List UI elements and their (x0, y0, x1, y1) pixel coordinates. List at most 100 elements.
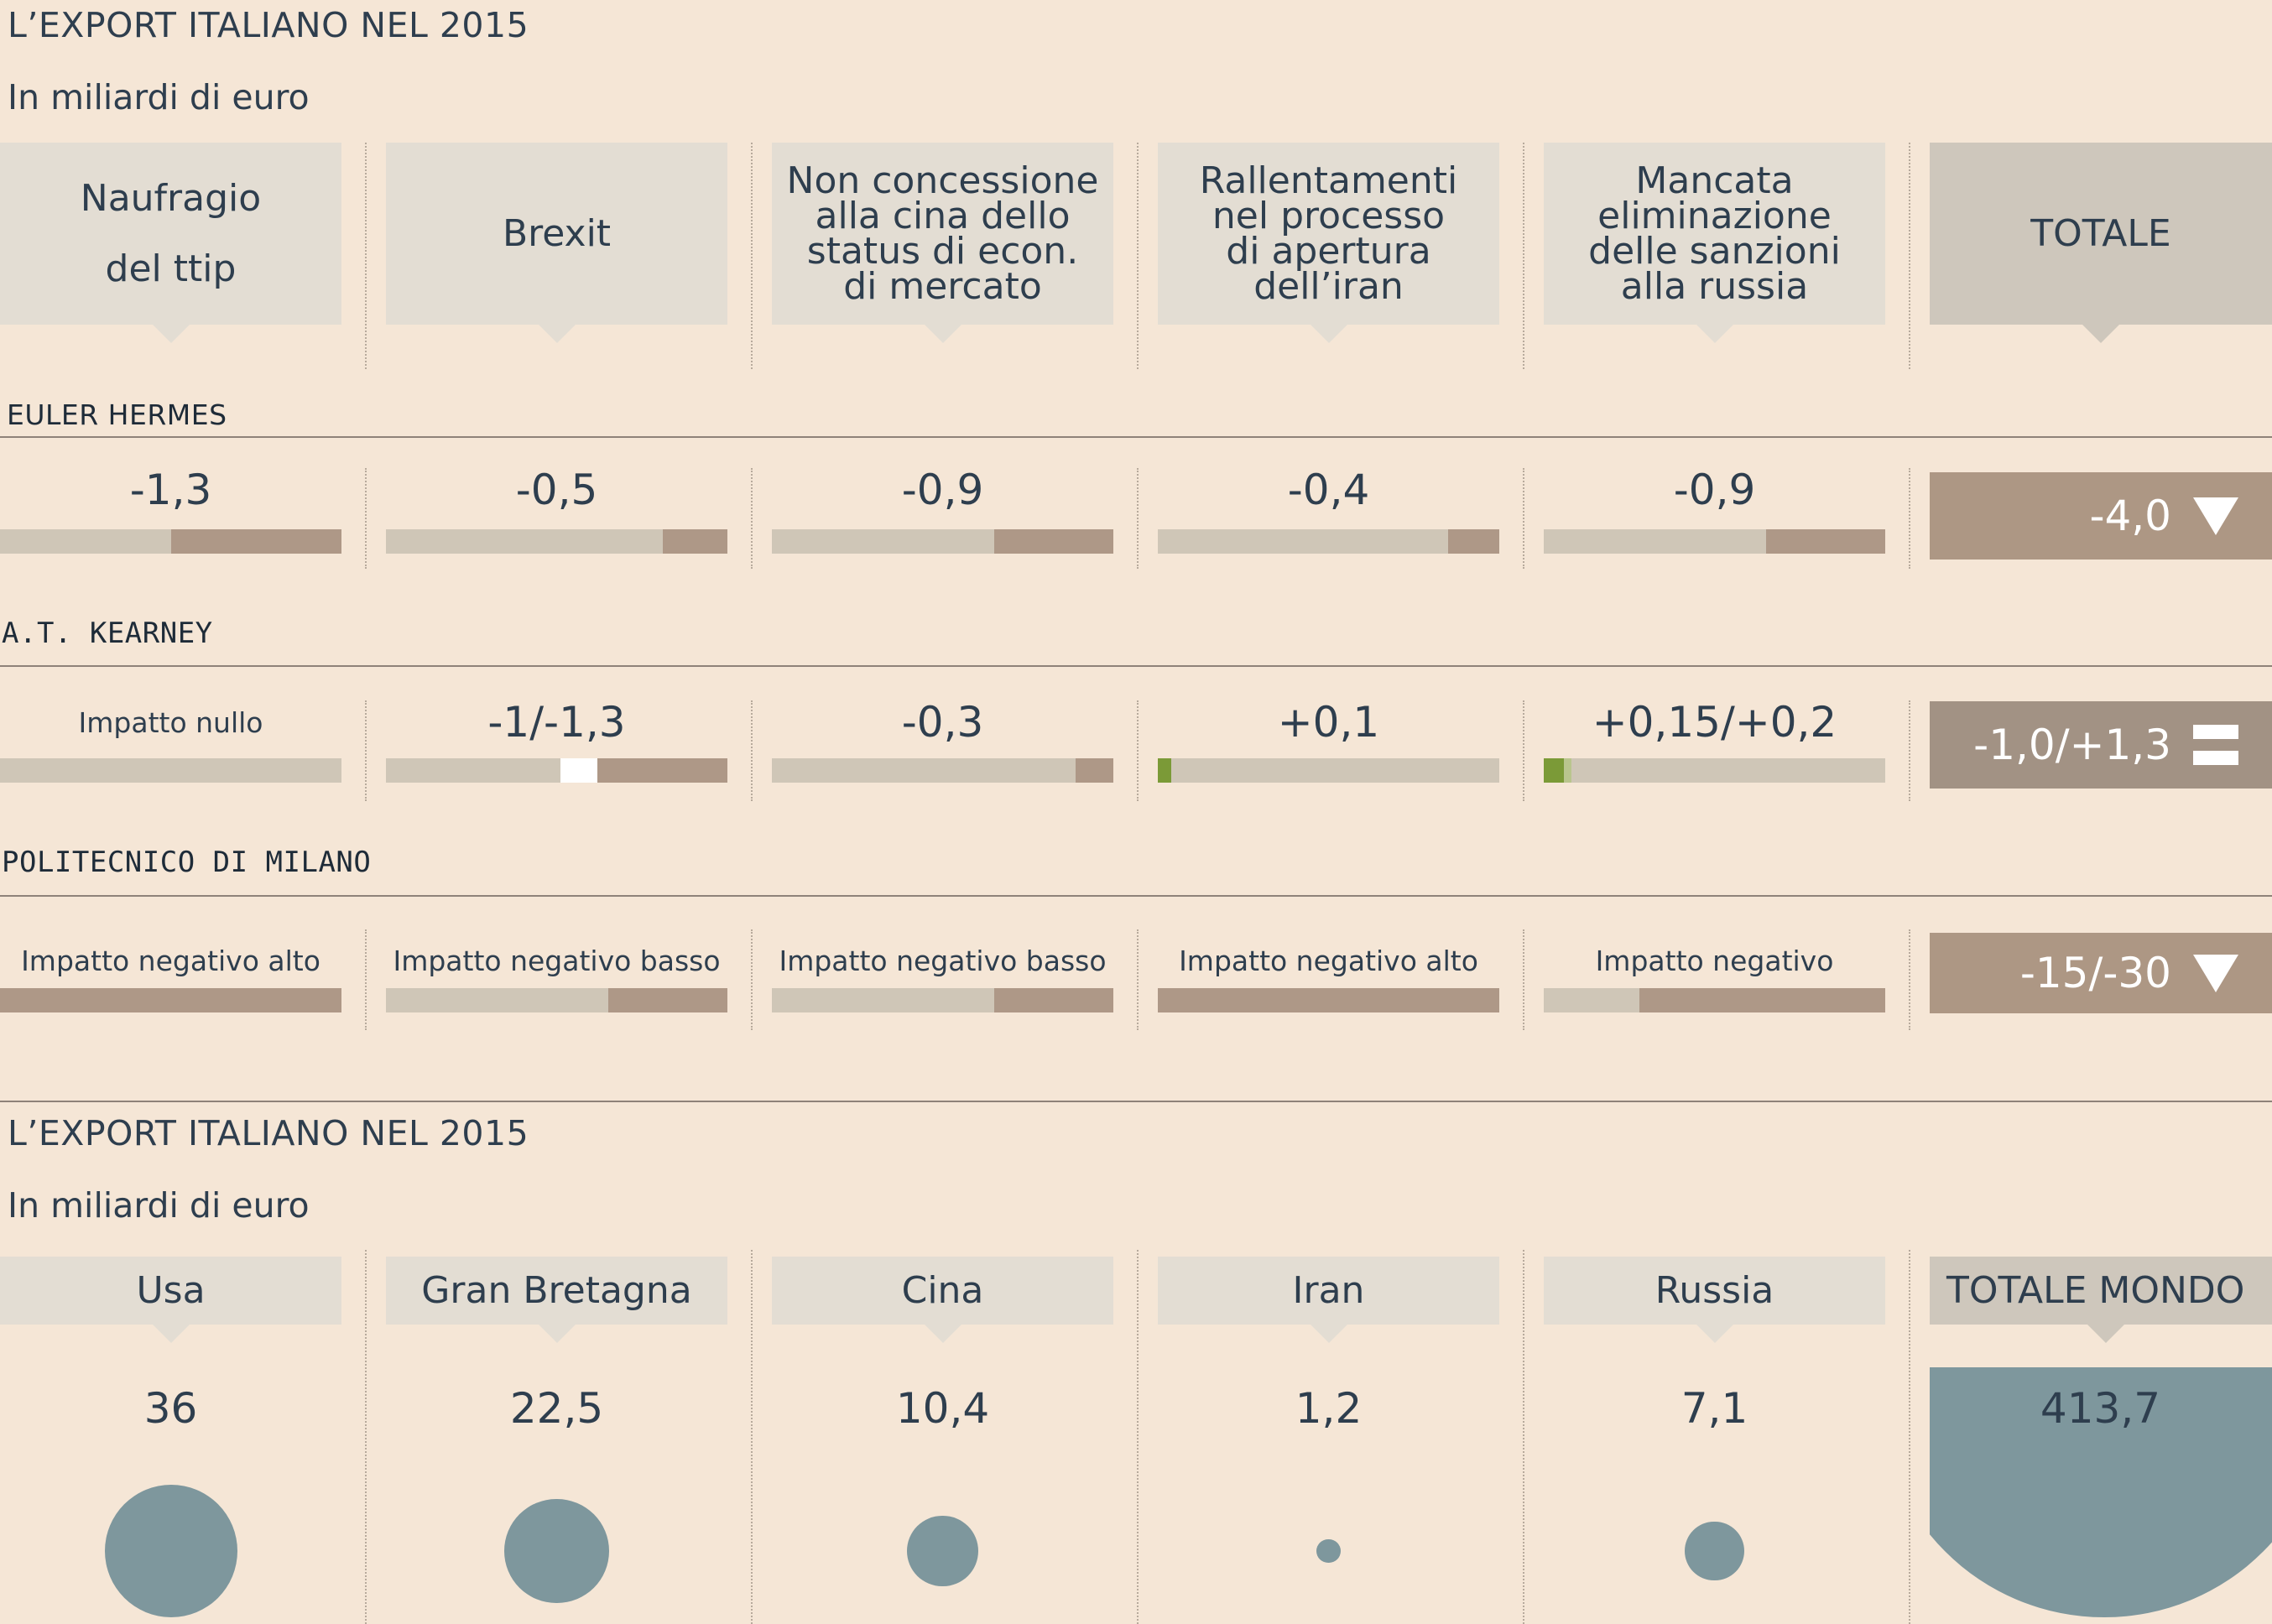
country-header: Gran Bretagna (386, 1257, 727, 1343)
row-divider (0, 895, 2272, 897)
impact-bar (1544, 988, 1885, 1012)
column-divider (751, 700, 753, 801)
negative-fill (1158, 988, 1499, 1012)
total-box: -4,0 (1930, 472, 2272, 560)
impact-bar (0, 529, 341, 554)
export-value: 22,5 (509, 1384, 604, 1433)
country-header: Cina (772, 1257, 1113, 1343)
total-header: TOTALE (1930, 143, 2272, 343)
impact-value: -0,4 (1287, 466, 1370, 514)
header-label: Rallentamenti nel processo di apertura dell… (1199, 159, 1458, 308)
impact-value: Impatto negativo basso (393, 945, 721, 977)
total-bubble-clip (1930, 1367, 2272, 1617)
negative-fill (662, 529, 727, 554)
impact-bar (0, 758, 341, 783)
export-bubble (504, 1498, 609, 1604)
header-label: Naufragio del ttip (80, 176, 262, 290)
impact-value: -1,3 (129, 466, 212, 514)
column-divider (751, 468, 753, 569)
total-header: TOTALE MONDO (1930, 1257, 2272, 1343)
scenario-header: Non concessione alla cina dello status di … (772, 143, 1113, 343)
impact-bar (1544, 758, 1885, 783)
column-divider (1523, 143, 1524, 369)
impact-value: -1/-1,3 (487, 698, 626, 747)
column-divider (751, 1250, 753, 1624)
column-divider (1523, 468, 1524, 569)
impact-bar (772, 529, 1113, 554)
impact-value: Impatto negativo alto (21, 945, 320, 977)
impact-value: Impatto negativo alto (1179, 945, 1478, 977)
export-bubble (104, 1485, 237, 1617)
impact-value: Impatto nullo (78, 706, 263, 739)
scenario-header: Rallentamenti nel processo di apertura dell… (1158, 143, 1499, 343)
negative-fill (1076, 758, 1113, 783)
impact-bar (772, 758, 1113, 783)
column-divider (365, 468, 367, 569)
uncertain-fill (560, 758, 598, 783)
column-divider (365, 143, 367, 369)
scenario-header: Brexit (386, 143, 727, 343)
total-box: -15/-30 (1930, 933, 2272, 1013)
country-header: Russia (1544, 1257, 1885, 1343)
export-value: 10,4 (895, 1384, 990, 1433)
column-divider (1137, 929, 1139, 1030)
column-divider (1523, 929, 1524, 1030)
impact-value: -0,9 (901, 466, 984, 514)
negative-fill (607, 988, 727, 1012)
source-label: POLITECNICO DI MILANO (2, 846, 372, 879)
impact-value: Impatto negativo (1595, 945, 1834, 977)
equals-icon (2193, 725, 2238, 765)
column-divider (751, 143, 753, 369)
negative-fill (993, 529, 1113, 554)
impact-bar (1158, 758, 1499, 783)
column-divider (365, 1250, 367, 1624)
positive-fill (1544, 758, 1565, 783)
source-label: A.T. KEARNEY (2, 617, 213, 650)
export-value: 1,2 (1295, 1384, 1363, 1433)
column-divider (1909, 468, 1910, 569)
section-divider (0, 1101, 2272, 1102)
country-header: Iran (1158, 1257, 1499, 1343)
negative-fill (170, 529, 341, 554)
export-bubble (1685, 1521, 1744, 1581)
country-header: Usa (0, 1257, 341, 1343)
header-label: TOTALE (2030, 211, 2171, 255)
row-divider (0, 436, 2272, 438)
scenario-header: Naufragio del ttip (0, 143, 341, 343)
column-divider (1523, 1250, 1524, 1624)
row-divider (0, 665, 2272, 667)
column-divider (365, 929, 367, 1030)
source-label: EULER HERMES (7, 398, 227, 431)
impact-value: -0,9 (1673, 466, 1756, 514)
total-value: -15/-30 (2019, 949, 2171, 997)
column-divider (1137, 700, 1139, 801)
header-label: Brexit (502, 211, 612, 255)
column-divider (1909, 929, 1910, 1030)
negative-fill (1639, 988, 1885, 1012)
impact-bar (1158, 529, 1499, 554)
down-arrow-icon (2193, 954, 2238, 992)
impact-bar (386, 758, 727, 783)
column-divider (365, 700, 367, 801)
bottom-title: L’EXPORT ITALIANO NEL 2015 (8, 1113, 529, 1153)
column-divider (1137, 143, 1139, 369)
total-value: -4,0 (2089, 492, 2171, 540)
down-arrow-icon (2193, 497, 2238, 535)
impact-value: -0,3 (901, 698, 984, 747)
positive-range-fill (1564, 758, 1571, 783)
negative-fill (1447, 529, 1499, 554)
top-title: L’EXPORT ITALIANO NEL 2015 (8, 5, 529, 45)
column-divider (1909, 700, 1910, 801)
total-value: -1,0/+1,3 (1973, 721, 2171, 769)
export-bubble (1930, 1367, 2272, 1617)
top-subtitle: In miliardi di euro (8, 77, 310, 117)
export-bubble (1316, 1538, 1341, 1564)
column-divider (1909, 1250, 1910, 1624)
negative-fill (597, 758, 727, 783)
impact-bar (1544, 529, 1885, 554)
column-divider (751, 929, 753, 1030)
impact-value: +0,15/+0,2 (1592, 698, 1837, 747)
impact-bar (386, 988, 727, 1012)
negative-fill (1765, 529, 1885, 554)
header-label: Mancata eliminazione delle sanzioni alla ru… (1588, 159, 1841, 308)
